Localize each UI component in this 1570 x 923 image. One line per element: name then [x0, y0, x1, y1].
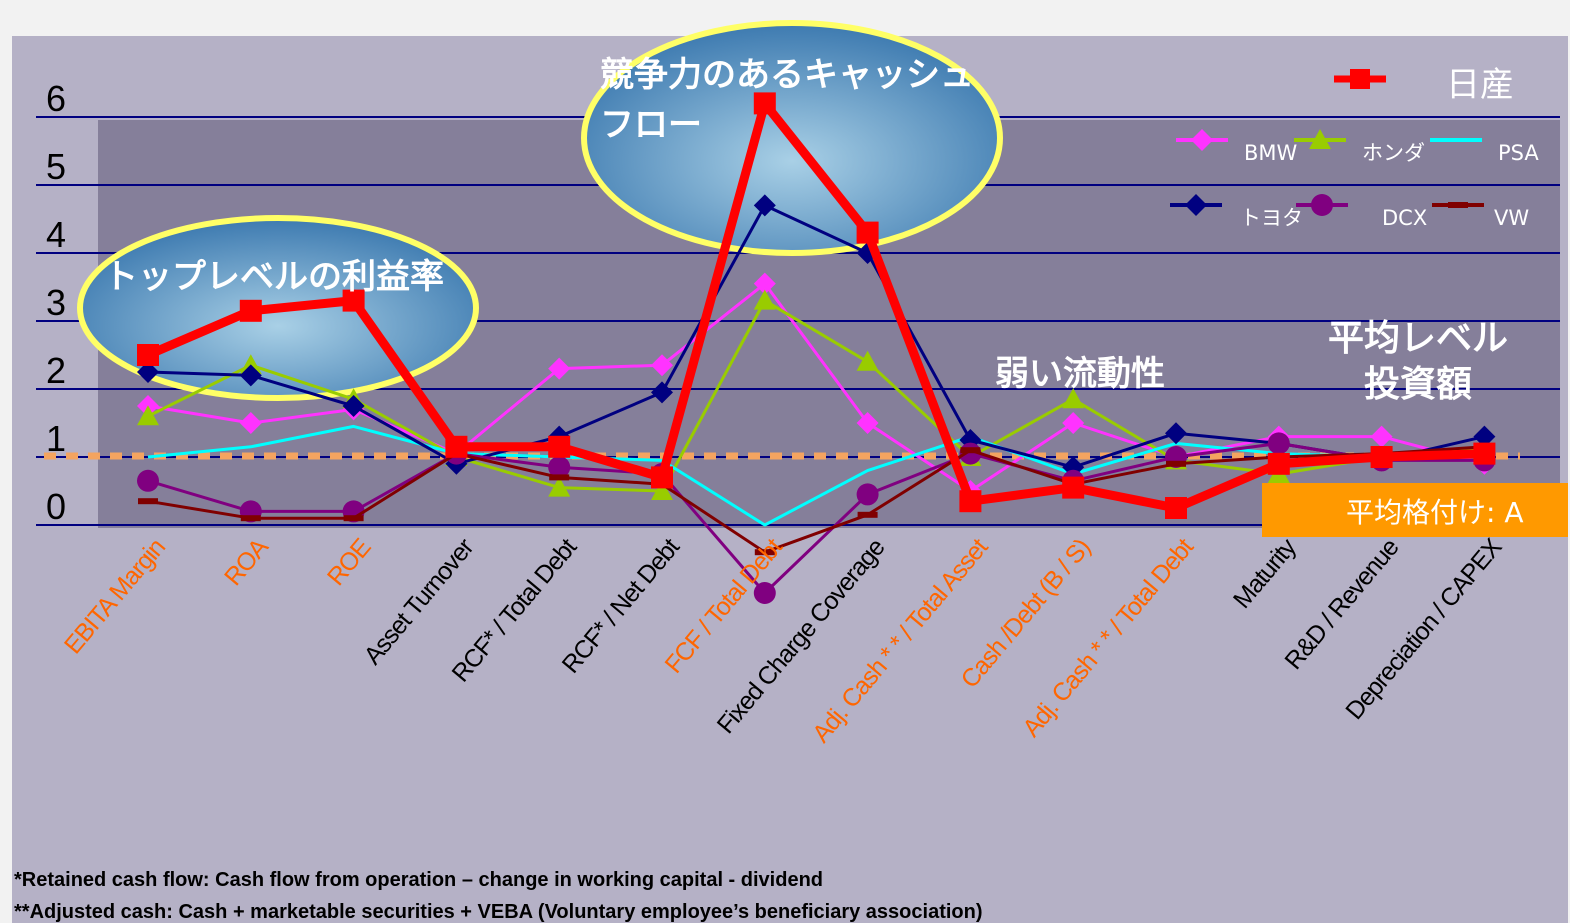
data-point: [137, 469, 159, 492]
data-point: [856, 221, 879, 244]
data-point: [1473, 425, 1496, 448]
data-point: [343, 515, 364, 522]
data-point: [856, 412, 879, 434]
series-line: [147, 203, 1485, 469]
data-point: [1165, 422, 1187, 445]
data-point: [856, 483, 879, 506]
data-point: [240, 515, 261, 522]
series-PSA: [147, 424, 1485, 527]
annotation-avg-line2: 投資額: [1364, 364, 1472, 405]
legend-label: PSA: [1498, 141, 1539, 165]
data-point: [1166, 460, 1186, 467]
data-point: [1473, 442, 1496, 465]
data-point: [651, 466, 673, 489]
data-point: [1370, 425, 1393, 448]
data-point: [548, 357, 571, 380]
y-tick-label: 0: [46, 486, 66, 527]
series-line: [146, 98, 1485, 513]
legend-label: BMW: [1244, 141, 1298, 165]
legend-label: VW: [1494, 206, 1529, 230]
data-point: [1267, 452, 1290, 475]
data-point: [548, 435, 571, 458]
data-point: [1311, 194, 1333, 216]
y-tick-labels: 0 1 2 3 4 5 6: [46, 78, 66, 527]
series-line: [147, 445, 1485, 554]
y-tick-label: 2: [46, 350, 66, 391]
legend-label: DCX: [1382, 206, 1427, 230]
data-point: [137, 405, 159, 426]
data-point: [548, 456, 571, 479]
data-point: [1191, 129, 1213, 151]
data-point: [342, 289, 365, 312]
rating-label: 平均格付け: A: [1346, 496, 1524, 529]
data-point: [239, 299, 262, 322]
rating-box: [1262, 483, 1568, 537]
annotation-top: トップレベルの利益率: [104, 257, 444, 297]
series-line: [147, 441, 1485, 595]
data-point: [1448, 202, 1468, 208]
legend-label: ホンダ: [1362, 141, 1425, 165]
series-lines: [137, 92, 1496, 604]
data-point: [857, 511, 878, 518]
data-point: [856, 350, 879, 371]
data-point: [239, 354, 262, 375]
series-line: [147, 424, 1485, 527]
legend: 日産 BMW ホンダ PSA トヨタ DCX VW: [1170, 65, 1539, 230]
data-point: [342, 395, 365, 417]
data-point: [651, 381, 673, 404]
series-日産: [137, 92, 1496, 519]
data-point: [753, 289, 776, 310]
data-point: [445, 435, 468, 458]
data-point: [138, 498, 158, 505]
y-tick-label: 4: [46, 214, 66, 255]
annotation-liquidity: 弱い流動性: [995, 354, 1165, 394]
data-point: [1309, 129, 1331, 149]
data-point: [754, 549, 775, 556]
data-point: [137, 344, 159, 366]
data-point: [753, 194, 776, 217]
y-tick-label: 6: [46, 78, 66, 119]
data-point: [548, 476, 571, 497]
data-point: [1370, 446, 1393, 468]
data-point: [753, 582, 776, 604]
annotation-avg-line1: 平均レベル: [1328, 318, 1508, 359]
data-point: [959, 490, 982, 513]
data-point: [753, 92, 776, 115]
data-point: [1267, 432, 1290, 455]
data-point: [1062, 476, 1085, 499]
data-point: [651, 354, 673, 377]
legend-label: トヨタ: [1240, 206, 1303, 230]
data-point: [549, 474, 570, 481]
legend-marker: [1350, 69, 1370, 89]
data-point: [651, 480, 673, 500]
data-point: [239, 412, 262, 434]
legend-label: 日産: [1446, 65, 1514, 105]
data-point: [1165, 497, 1187, 519]
footnote-2: **Adjusted cash: Cash + marketable secur…: [14, 901, 983, 923]
y-tick-label: 3: [46, 282, 66, 323]
annotation-cash-line1: 競争力のあるキャッシュ: [600, 55, 974, 95]
annotation-cash-line2: フロー: [600, 105, 702, 145]
data-point: [239, 364, 262, 387]
data-point: [753, 272, 776, 295]
data-point: [960, 447, 981, 454]
data-point: [1062, 412, 1085, 434]
y-tick-label: 5: [46, 146, 66, 187]
data-point: [1185, 194, 1207, 216]
footnote-1: *Retained cash flow: Cash flow from oper…: [14, 869, 823, 891]
data-point: [137, 361, 159, 383]
data-point: [1062, 388, 1085, 409]
y-tick-label: 1: [46, 418, 66, 459]
